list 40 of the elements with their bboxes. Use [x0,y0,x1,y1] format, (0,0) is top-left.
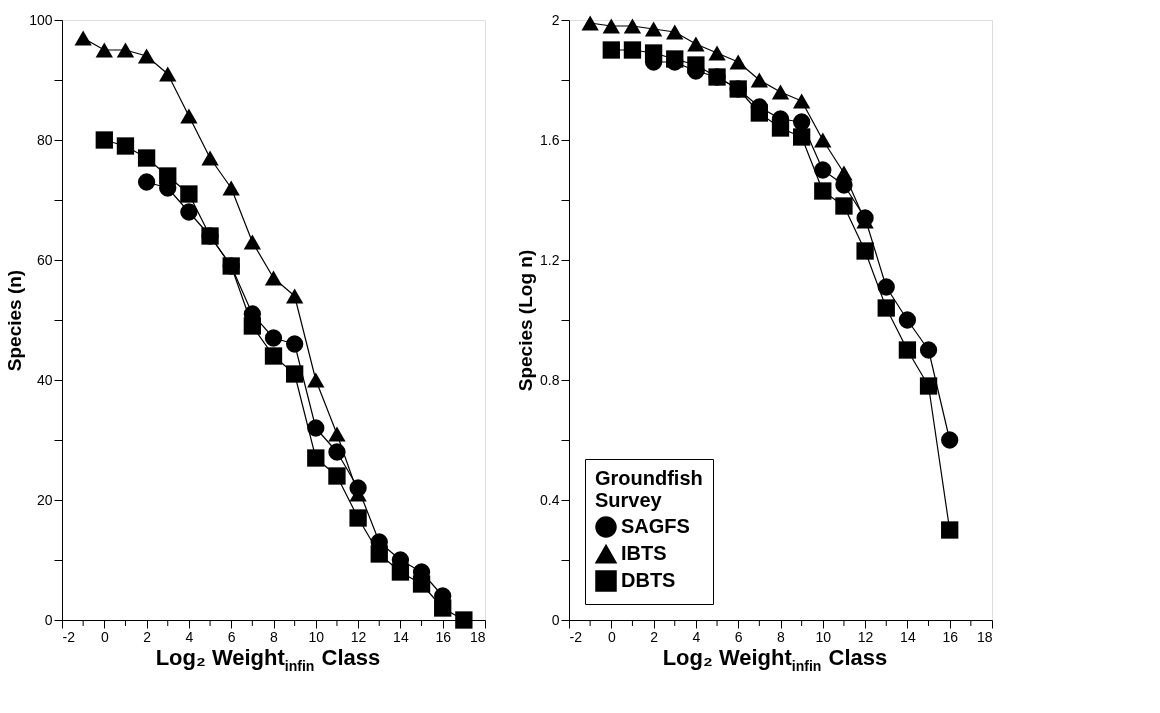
x-tick-label: -2 [62,628,76,645]
x-tick-label: 6 [227,628,236,645]
x-tick-label: 12 [350,628,367,645]
x-tick-label: 8 [270,628,279,645]
y-tick-label: 0.4 [540,491,560,508]
y-tick-label: 1.2 [540,251,560,268]
x-tick-label: 16 [435,628,452,645]
x-tick-label: 12 [857,628,874,645]
y-tick-label: 40 [36,371,53,388]
x-tick-label: 10 [815,628,832,645]
x-tick-label: 18 [976,628,993,645]
y-tick-label: 20 [36,491,53,508]
x-tick-label: 8 [777,628,786,645]
x-tick-label: 0 [607,628,616,645]
y-tick-label: 60 [36,251,53,268]
x-tick-label: 2 [143,628,152,645]
y-tick-label: 2 [551,11,560,28]
x-tick-label: 10 [308,628,325,645]
legend-label: SAGFS [621,515,690,537]
legend-label: IBTS [621,542,667,564]
x-tick-label: -2 [569,628,583,645]
y-tick-label: 0.8 [540,371,560,388]
legend-label: DBTS [621,569,676,591]
y-tick-label: 80 [36,131,53,148]
y-axis-title: Species (Log n) [515,249,537,392]
y-tick-label: 0 [44,611,53,628]
y-axis-title: Species (n) [4,269,26,372]
x-tick-label: 14 [393,628,409,645]
legend-title: Groundfish Survey [595,467,703,511]
x-tick-label: 6 [734,628,743,645]
x-tick-label: 0 [100,628,109,645]
x-tick-label: 14 [900,628,916,645]
y-tick-label: 1.6 [540,131,560,148]
x-tick-label: 16 [942,628,959,645]
y-tick-label: 0 [551,611,560,628]
y-tick-label: 100 [29,11,53,28]
x-tick-label: 2 [650,628,659,645]
x-tick-label: 18 [469,628,486,645]
x-tick-label: 4 [185,628,194,645]
x-tick-label: 4 [692,628,701,645]
